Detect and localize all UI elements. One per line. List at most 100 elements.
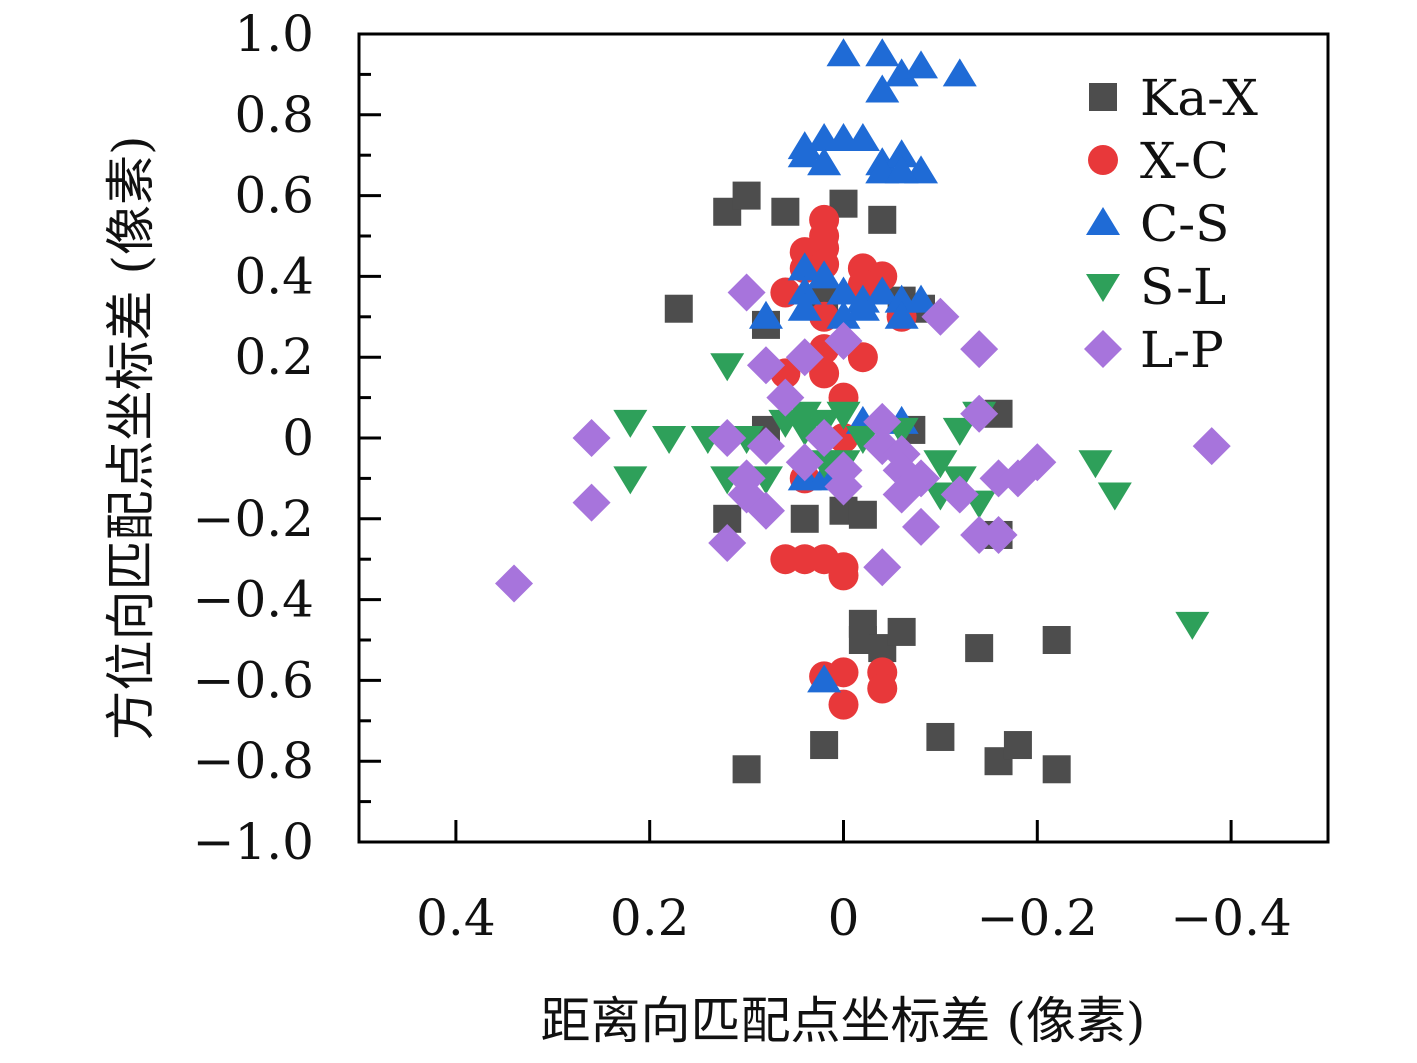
data-point	[787, 401, 822, 430]
data-point	[710, 353, 745, 382]
data-point	[708, 419, 747, 457]
y-axis-title: 方位向匹配点坐标差 (像素)	[102, 136, 160, 741]
data-point	[746, 491, 785, 530]
tick-labels: 0.4 0.2 0 −0.2 −0.4 1.0 0.8 0.6 0.4 0.2 0 −0.2 −0.4 −…	[193, 5, 1292, 947]
data-point	[845, 123, 880, 152]
legend-item-x-c: X-C	[1088, 132, 1229, 190]
x-tick-label: 0	[828, 889, 860, 947]
data-point	[979, 459, 1018, 498]
data-point	[746, 427, 785, 466]
legend-label: S-L	[1140, 258, 1226, 316]
data-point	[495, 564, 534, 603]
data-point	[810, 731, 839, 760]
data-point	[1078, 450, 1113, 479]
legend-marker	[1088, 145, 1118, 175]
legend-item-c-s: C-S	[1086, 195, 1229, 253]
data-point	[960, 515, 999, 554]
data-point	[847, 342, 878, 373]
legend-marker	[1086, 207, 1120, 235]
x-tick-label: −0.4	[1170, 889, 1291, 947]
data-point	[926, 722, 955, 751]
data-point	[1097, 482, 1132, 511]
data-point	[809, 358, 840, 389]
data-point	[1018, 443, 1057, 482]
data-point	[766, 378, 805, 417]
data-point	[824, 467, 863, 506]
data-point	[884, 139, 919, 168]
data-point	[787, 139, 822, 168]
data-point	[826, 276, 861, 305]
y-tick-label: −0.2	[193, 490, 314, 548]
legend: Ka-XX-CC-SS-LL-P	[1084, 69, 1258, 379]
data-point	[845, 426, 880, 454]
data-point	[790, 504, 819, 533]
y-tick-label: 1.0	[234, 5, 314, 63]
legend-item-ka-x: Ka-X	[1089, 69, 1258, 127]
data-point	[1003, 731, 1032, 760]
legend-item-l-p: L-P	[1084, 321, 1224, 379]
legend-marker	[1084, 330, 1122, 368]
data-point	[887, 617, 916, 646]
data-point	[771, 197, 800, 226]
data-point	[652, 426, 687, 454]
data-point	[960, 330, 999, 369]
data-point	[826, 38, 861, 67]
data-point	[1042, 755, 1071, 784]
data-point	[960, 394, 999, 433]
y-tick-label: −0.4	[193, 571, 314, 629]
data-point	[902, 507, 941, 546]
data-point	[572, 419, 611, 457]
data-point	[923, 450, 958, 479]
legend-label: X-C	[1140, 132, 1229, 190]
y-tick-label: −1.0	[193, 813, 314, 871]
data-point	[865, 74, 900, 103]
data-point	[613, 466, 648, 495]
data-point	[868, 205, 897, 234]
data-point	[785, 338, 824, 377]
legend-marker	[1086, 274, 1120, 302]
data-point	[1042, 626, 1071, 654]
data-point	[732, 181, 761, 210]
data-point	[884, 300, 919, 329]
data-point	[998, 459, 1037, 498]
series-l-p	[495, 273, 1231, 603]
data-point	[787, 417, 822, 446]
legend-label: C-S	[1140, 195, 1229, 253]
data-point	[768, 409, 803, 438]
data-point	[805, 419, 844, 457]
data-point	[664, 294, 693, 323]
data-point	[785, 443, 824, 482]
data-point	[884, 155, 919, 184]
data-point	[748, 300, 783, 329]
data-point	[1175, 611, 1210, 640]
data-point	[904, 50, 939, 79]
legend-label: Ka-X	[1140, 69, 1258, 127]
x-axis-title: 距离向匹配点坐标差 (像素)	[541, 992, 1146, 1050]
data-point	[942, 417, 977, 446]
y-tick-label: 0.4	[234, 247, 314, 305]
y-tick-label: 0.8	[234, 86, 314, 144]
data-point	[826, 300, 861, 329]
data-point	[865, 276, 900, 305]
data-point	[727, 273, 766, 312]
y-tick-label: 0.2	[234, 328, 314, 386]
data-point	[884, 58, 919, 87]
x-tick-label: 0.4	[416, 889, 496, 947]
data-point	[708, 524, 747, 563]
data-point	[807, 147, 842, 176]
series-c-s	[748, 38, 977, 693]
data-point	[732, 755, 761, 784]
data-point	[787, 276, 822, 305]
data-points	[495, 38, 1231, 784]
data-point	[828, 689, 859, 720]
data-point	[921, 297, 960, 336]
data-point	[824, 322, 863, 361]
axis-ticks	[359, 32, 1233, 844]
data-point	[845, 292, 880, 321]
data-point	[867, 673, 898, 704]
data-point	[942, 58, 977, 87]
y-tick-label: 0	[282, 409, 314, 467]
y-tick-label: 0.6	[234, 167, 314, 225]
data-point	[807, 260, 842, 289]
